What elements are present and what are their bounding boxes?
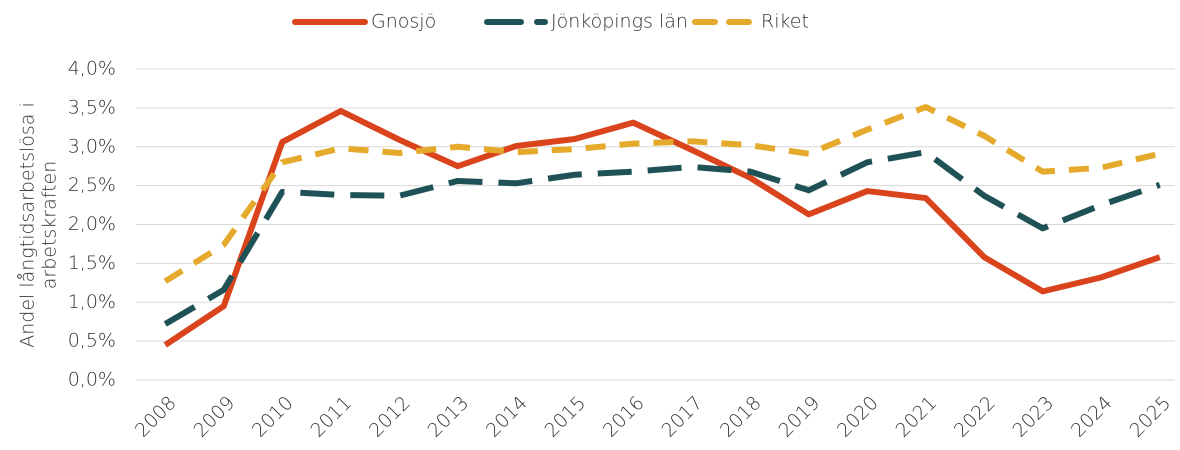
x-tick-label: 2009: [189, 392, 239, 442]
x-tick-label: 2014: [482, 392, 532, 442]
x-tick-label: 2013: [423, 392, 473, 442]
series-line: [163, 104, 1161, 284]
x-tick-label: 2008: [131, 392, 181, 442]
y-tick-label: 2,5%: [68, 174, 116, 196]
x-tick-label: 2017: [657, 392, 707, 442]
x-tick-label: 2020: [833, 392, 883, 442]
x-tick-label: 2015: [540, 392, 590, 442]
x-tick-label: 2012: [365, 392, 415, 442]
x-tick-label: 2011: [306, 392, 356, 442]
y-axis-label: arbetskraften: [39, 161, 61, 290]
x-tick-label: 2010: [248, 392, 298, 442]
x-tick-label: 2021: [891, 392, 941, 442]
x-tick-label: 2018: [716, 392, 766, 442]
series-line: [163, 149, 1161, 327]
x-tick-label: 2022: [950, 392, 1000, 442]
x-tick-label: 2024: [1067, 392, 1117, 442]
x-tick-label: 2016: [599, 392, 649, 442]
series-line: [163, 107, 1161, 348]
y-tick-label: 1,5%: [68, 252, 116, 274]
x-tick-label: 2025: [1125, 392, 1175, 442]
y-axis-label: Andel långtidsarbetslösa i: [17, 102, 39, 347]
y-tick-label: 0,5%: [68, 330, 116, 352]
y-tick-label: 3,5%: [68, 96, 116, 118]
x-tick-label: 2019: [774, 392, 824, 442]
x-tick-label: 2023: [1008, 392, 1058, 442]
y-tick-label: 2,0%: [68, 213, 116, 235]
y-tick-label: 0,0%: [68, 369, 116, 391]
y-tick-label: 4,0%: [68, 58, 116, 80]
legend-label: Gnosjö: [371, 11, 436, 33]
legend-label: Jönköpings län: [551, 11, 688, 33]
y-tick-label: 3,0%: [68, 135, 116, 157]
y-tick-label: 1,0%: [68, 291, 116, 313]
legend-label: Riket: [761, 11, 809, 33]
